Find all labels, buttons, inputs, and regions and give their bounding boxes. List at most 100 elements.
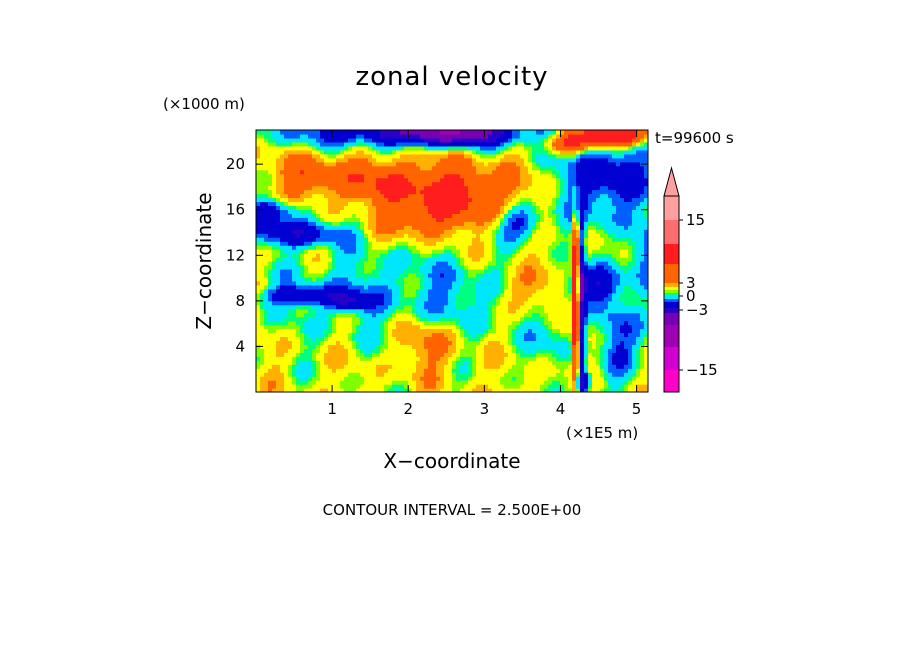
- contour-cell: [528, 249, 533, 254]
- contour-cell: [516, 237, 521, 242]
- contour-cell: [644, 336, 648, 341]
- contour-cell: [388, 284, 393, 290]
- contour-cell: [412, 320, 417, 326]
- contour-cell: [484, 217, 489, 222]
- contour-cell: [580, 384, 585, 389]
- contour-cell: [356, 384, 361, 389]
- contour-cell: [388, 356, 393, 361]
- contour-cell: [412, 209, 417, 214]
- contour-cell: [312, 364, 317, 369]
- contour-cell: [352, 332, 357, 338]
- contour-cell: [560, 205, 565, 210]
- contour-cell: [532, 324, 537, 330]
- contour-cell: [332, 352, 337, 357]
- contour-cell: [400, 213, 405, 218]
- contour-cell: [384, 292, 389, 298]
- contour-cell: [296, 380, 301, 385]
- contour-cell: [524, 304, 529, 310]
- contour-cell: [612, 209, 617, 214]
- contour-cell: [388, 352, 393, 357]
- contour-cell: [320, 308, 325, 314]
- contour-cell: [296, 189, 301, 195]
- contour-cell: [484, 241, 489, 246]
- contour-cell: [512, 328, 517, 334]
- contour-cell: [564, 225, 569, 230]
- contour-cell: [380, 284, 385, 290]
- contour-cell: [304, 388, 309, 392]
- contour-cell: [540, 320, 545, 326]
- contour-cell: [332, 348, 337, 353]
- contour-cell: [544, 360, 549, 365]
- contour-cell: [596, 356, 601, 361]
- contour-cell: [260, 296, 265, 302]
- contour-cell: [612, 221, 617, 226]
- contour-cell: [492, 253, 497, 258]
- contour-cell: [348, 332, 353, 338]
- contour-cell: [468, 284, 473, 290]
- contour-cell: [628, 245, 633, 250]
- contour-cell: [460, 296, 465, 302]
- contour-cell: [476, 217, 481, 222]
- contour-cell: [332, 356, 337, 361]
- contour-cell: [428, 225, 433, 230]
- contour-cell: [328, 189, 333, 195]
- contour-cell: [344, 233, 349, 238]
- contour-cell: [560, 276, 565, 282]
- contour-cell: [564, 304, 569, 310]
- contour-cell: [356, 233, 361, 238]
- contour-cell: [376, 245, 381, 250]
- contour-cell: [316, 284, 321, 290]
- contour-cell: [536, 332, 541, 338]
- contour-cell: [336, 344, 341, 349]
- contour-cell: [308, 364, 313, 369]
- contour-cell: [436, 336, 441, 341]
- contour-cell: [472, 229, 477, 234]
- contour-cell: [324, 292, 329, 298]
- contour-cell: [416, 288, 421, 294]
- contour-cell: [336, 189, 341, 195]
- contour-cell: [348, 241, 353, 246]
- contour-cell: [532, 352, 537, 357]
- contour-cell: [448, 308, 453, 314]
- contour-cell: [424, 245, 429, 250]
- contour-cell: [576, 300, 581, 306]
- contour-cell: [268, 264, 273, 270]
- contour-cell: [428, 276, 433, 282]
- contour-cell: [552, 261, 557, 266]
- contour-cell: [620, 284, 625, 290]
- contour-cell: [624, 356, 629, 361]
- contour-cell: [392, 241, 397, 246]
- contour-cell: [532, 264, 537, 270]
- contour-cell: [284, 368, 289, 373]
- contour-cell: [516, 372, 521, 377]
- contour-cell: [304, 320, 309, 326]
- contour-cell: [408, 233, 413, 238]
- contour-cell: [488, 253, 493, 258]
- contour-cell: [312, 344, 317, 349]
- contour-cell: [564, 193, 569, 199]
- contour-cell: [448, 328, 453, 334]
- contour-cell: [268, 292, 273, 298]
- contour-cell: [304, 284, 309, 290]
- contour-cell: [480, 225, 485, 230]
- contour-cell: [336, 253, 341, 258]
- contour-cell: [396, 264, 401, 270]
- contour-cell: [452, 312, 457, 318]
- contour-cell: [332, 213, 337, 218]
- contour-cell: [540, 296, 545, 302]
- contour-cell: [404, 225, 409, 230]
- contour-cell: [472, 245, 477, 250]
- contour-cell: [636, 324, 641, 330]
- contour-cell: [504, 340, 509, 345]
- contour-cell: [360, 261, 365, 266]
- contour-cell: [456, 245, 461, 250]
- contour-cell: [488, 237, 493, 242]
- contour-cell: [272, 380, 277, 385]
- contour-cell: [604, 268, 609, 274]
- contour-cell: [564, 320, 569, 326]
- contour-cell: [284, 336, 289, 341]
- contour-cell: [620, 328, 625, 334]
- contour-cell: [532, 213, 537, 218]
- contour-cell: [512, 284, 517, 290]
- contour-cell: [316, 217, 321, 222]
